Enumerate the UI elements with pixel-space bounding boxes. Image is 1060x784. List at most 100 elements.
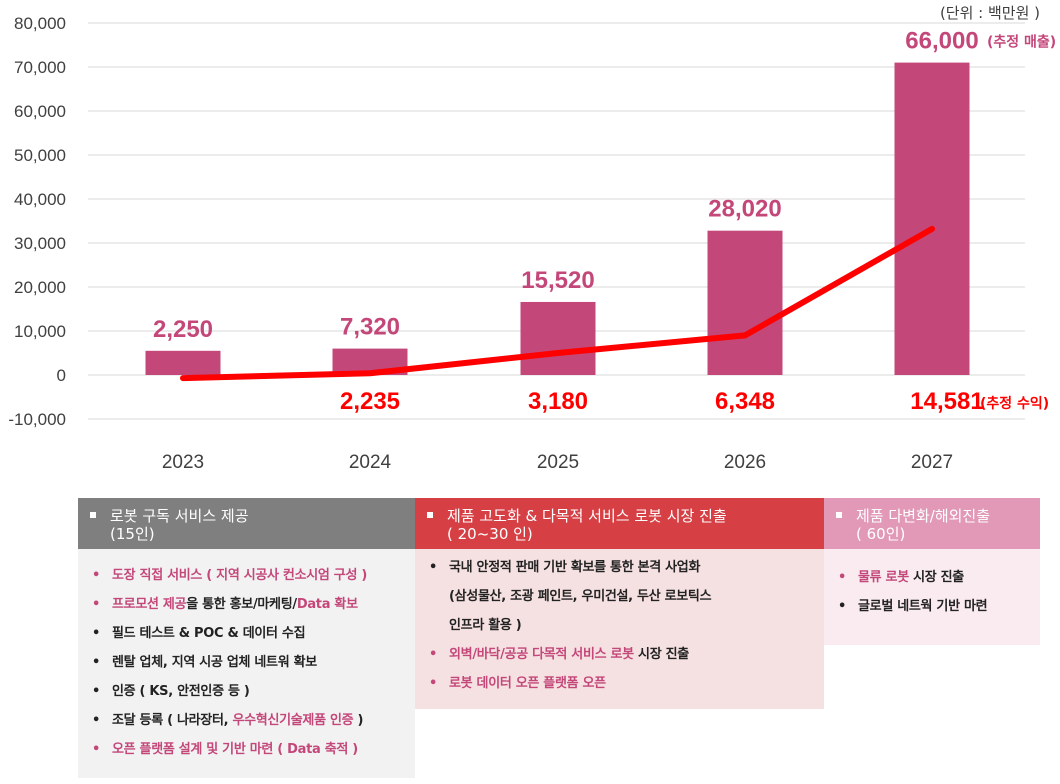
revenue-bar <box>894 62 970 375</box>
phase-title: 로봇 구독 서비스 제공 <box>110 507 249 525</box>
y-tick-label: 20,000 <box>14 278 66 297</box>
phase-body: • 국내 안정적 판매 기반 확보를 통한 본격 사업화 (삼성물산, 조광 페인트… <box>415 549 824 709</box>
profit-note-label: (추정 수익) <box>980 395 1049 412</box>
revenue-value-label: 66,000 <box>905 28 978 55</box>
phase-header: 로봇 구독 서비스 제공 (15인) <box>78 498 415 549</box>
bullet-icon: • <box>92 568 101 583</box>
phase-item-text: 조달 등록 ( 나라장터, <box>112 713 233 728</box>
profit-value-label: 6,348 <box>715 388 775 415</box>
phase-body: • 도장 직접 서비스 ( 지역 시공사 컨소시엄 구성 ) • 프로모션 제공을 통… <box>78 549 415 778</box>
square-bullet-icon <box>427 511 433 518</box>
revenue-value-label: 2,250 <box>153 316 213 343</box>
profit-value-label: 2,235 <box>340 388 400 415</box>
profit-line <box>180 225 935 382</box>
phase-item: • 글로벌 네트웍 기반 마련 <box>834 592 1028 621</box>
phase-item: • 조달 등록 ( 나라장터, 우수혁신기술제품 인증 ) <box>88 706 403 735</box>
unit-note: (단위 : 백만원 ) <box>940 4 1040 22</box>
phase-item-text: 외벽/바닥/공공 다목적 서비스 로봇 <box>449 647 634 662</box>
phase-item: • 오픈 플랫폼 설계 및 기반 마련 ( Data 축적 ) <box>88 735 403 764</box>
bullet-icon: • <box>429 560 438 575</box>
y-tick-label: 40,000 <box>14 190 66 209</box>
phase-item-text: 시장 진출 <box>633 647 689 662</box>
phase-title: 제품 고도화 & 다목적 서비스 로봇 시장 진출 <box>447 507 727 525</box>
phase-item: • 프로모션 제공을 통한 홍보/마케팅/Data 확보 <box>88 590 403 619</box>
y-axis: -10,000 0 10,000 20,000 30,000 40,000 50,000 60… <box>8 14 66 429</box>
phase-item-text: ) <box>353 713 364 728</box>
phase-headcount: (15인) <box>110 525 155 543</box>
y-tick-label: 0 <box>57 366 66 385</box>
phase-item-text: 로봇 데이터 오픈 플랫폼 오픈 <box>449 676 606 691</box>
square-bullet-icon <box>836 511 842 518</box>
phase-item-text: 글로벌 네트웍 기반 마련 <box>858 599 988 614</box>
phase-item-text: 국내 안정적 판매 기반 확보를 통한 본격 사업화 <box>449 560 701 575</box>
phase-headcount: ( 60인) <box>856 525 906 543</box>
bullet-icon: • <box>429 647 438 662</box>
x-tick-label: 2023 <box>162 452 204 473</box>
revenue-value-label: 7,320 <box>340 314 400 341</box>
bullet-icon: • <box>92 597 101 612</box>
phase-item-text: 물류 로봇 <box>858 570 909 585</box>
profit-value-label: 3,180 <box>528 388 588 415</box>
revenue-bars <box>145 62 970 375</box>
y-tick-label: 50,000 <box>14 146 66 165</box>
phase-item-text: 인증 ( KS, 안전인증 등 ) <box>112 684 250 699</box>
y-tick-label: 10,000 <box>14 322 66 341</box>
bullet-icon: • <box>838 570 847 585</box>
x-tick-label: 2027 <box>911 452 953 473</box>
phase-item: • 필드 테스트 & POC & 데이터 수집 <box>88 619 403 648</box>
phase-item-text: (삼성물산, 조광 페인트, 우미건설, 두산 로보틱스 <box>449 589 712 604</box>
phase-item: • 외벽/바닥/공공 다목적 서비스 로봇 시장 진출 <box>425 640 812 669</box>
phase-header: 제품 고도화 & 다목적 서비스 로봇 시장 진출 ( 20~30 인) <box>415 498 824 549</box>
phase-title: 제품 다변화/해외진출 <box>856 507 991 525</box>
bullet-icon: • <box>92 684 101 699</box>
bullet-icon: • <box>92 713 101 728</box>
phase-item: • 렌탈 업체, 지역 시공 업체 네트워 확보 <box>88 648 403 677</box>
phase-item: • 물류 로봇 시장 진출 <box>834 563 1028 592</box>
profit-line-path <box>180 225 935 382</box>
phase-item: (삼성물산, 조광 페인트, 우미건설, 두산 로보틱스 <box>425 582 812 611</box>
phase-item-text: 을 통한 홍보/마케팅/ <box>186 597 297 612</box>
revenue-bar <box>520 301 596 375</box>
phase-body: • 물류 로봇 시장 진출 • 글로벌 네트웍 기반 마련 <box>824 549 1040 645</box>
y-tick-label: 70,000 <box>14 58 66 77</box>
y-tick-label: 60,000 <box>14 102 66 121</box>
phase-item: • 인증 ( KS, 안전인증 등 ) <box>88 677 403 706</box>
y-tick-label: 30,000 <box>14 234 66 253</box>
revenue-value-label: 15,520 <box>521 267 594 294</box>
phase-item: 인프라 활용 ) <box>425 611 812 640</box>
x-axis: 2023 2024 2025 2026 2027 <box>162 452 953 473</box>
phase-header: 제품 다변화/해외진출 ( 60인) <box>824 498 1040 549</box>
phase-item-text: 프로모션 제공 <box>112 597 187 612</box>
phase-item: • 국내 안정적 판매 기반 확보를 통한 본격 사업화 <box>425 553 812 582</box>
phase-item-text: Data 확보 <box>296 597 358 612</box>
revenue-bar <box>145 350 221 375</box>
phase-item: • 로봇 데이터 오픈 플랫폼 오픈 <box>425 669 812 698</box>
data-labels: 2,250 7,320 15,520 28,020 66,000 (추정 매출) 2,235… <box>153 28 1056 415</box>
x-tick-label: 2025 <box>537 452 579 473</box>
phase-item-text: 오픈 플랫폼 설계 및 기반 마련 ( Data 축적 ) <box>112 742 358 757</box>
phase-panel-3: 제품 다변화/해외진출 ( 60인) • 물류 로봇 시장 진출 • 글로벌 네트웍 … <box>824 498 1040 645</box>
phase-panel-2: 제품 고도화 & 다목적 서비스 로봇 시장 진출 ( 20~30 인) • 국내… <box>415 498 824 709</box>
y-tick-label: 80,000 <box>14 14 66 33</box>
phase-item-text: 시장 진출 <box>908 570 964 585</box>
phase-headcount: ( 20~30 인) <box>447 525 533 543</box>
phase-item: • 도장 직접 서비스 ( 지역 시공사 컨소시엄 구성 ) <box>88 561 403 590</box>
revenue-bar <box>707 230 783 375</box>
bullet-icon: • <box>92 742 101 757</box>
revenue-value-label: 28,020 <box>708 196 781 223</box>
x-tick-label: 2026 <box>724 452 766 473</box>
phase-item-text: 필드 테스트 & POC & 데이터 수집 <box>112 626 306 641</box>
phase-item-text: 렌탈 업체, 지역 시공 업체 네트워 확보 <box>112 655 317 670</box>
phase-item-text: 인프라 활용 ) <box>449 618 522 633</box>
revenue-profit-chart: -10,000 0 10,000 20,000 30,000 40,000 50,000 60… <box>8 4 1056 473</box>
phase-item-text: 도장 직접 서비스 ( 지역 시공사 컨소시엄 구성 ) <box>112 568 367 583</box>
square-bullet-icon <box>90 511 96 518</box>
bullet-icon: • <box>92 626 101 641</box>
bullet-icon: • <box>838 599 847 614</box>
x-tick-label: 2024 <box>349 452 392 473</box>
phase-panel-1: 로봇 구독 서비스 제공 (15인) • 도장 직접 서비스 ( 지역 시공사 컨… <box>78 498 415 778</box>
revenue-note-label: (추정 매출) <box>987 34 1056 51</box>
bullet-icon: • <box>429 676 438 691</box>
y-tick-label: -10,000 <box>8 410 66 429</box>
phase-item-text: 우수혁신기술제품 인증 <box>232 713 354 728</box>
